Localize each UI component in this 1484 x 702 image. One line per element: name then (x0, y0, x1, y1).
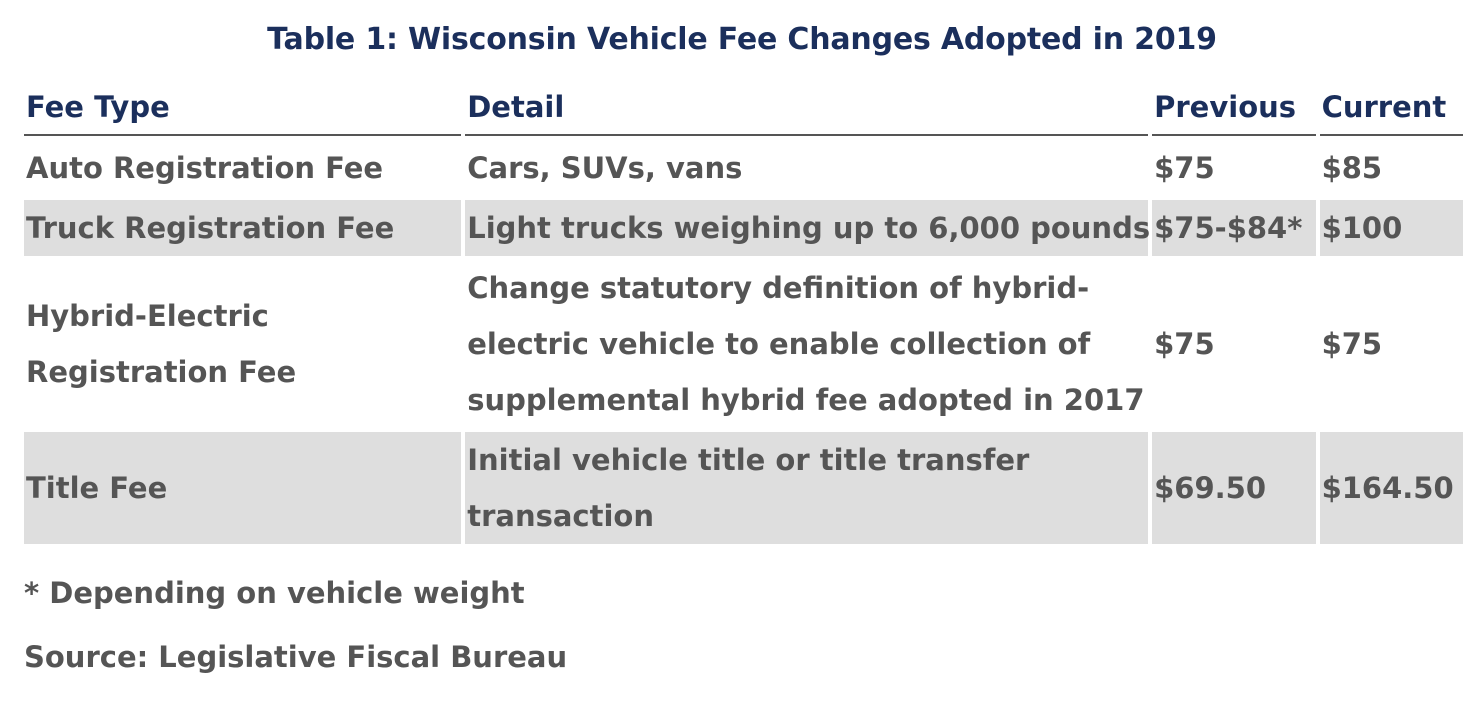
detail-cell: Cars, SUVs, vans (467, 151, 743, 185)
previous-cell: $75-$84* (1152, 200, 1316, 256)
detail-cell: Change statutory definition of hybrid-el… (467, 271, 1145, 417)
table-title: Table 1: Wisconsin Vehicle Fee Changes A… (267, 22, 1217, 57)
fee-table: Fee Type Detail Previous Current Auto Re… (20, 82, 1467, 548)
source-note: Source: Legislative Fiscal Bureau (24, 640, 568, 674)
previous-cell: $69.50 (1152, 432, 1316, 544)
fee-type-cell: Truck Registration Fee (24, 200, 462, 256)
current-cell: $100 (1319, 200, 1463, 256)
fee-type-cell: Hybrid-Electric Registration Fee (26, 299, 297, 389)
table-row: Hybrid-Electric Registration Fee Change … (24, 260, 1463, 428)
header-detail: Detail (465, 86, 1149, 136)
current-cell: $75 (1321, 327, 1383, 361)
previous-cell: $75 (1154, 327, 1215, 361)
header-row: Fee Type Detail Previous Current (24, 86, 1463, 136)
footnote: * Depending on vehicle weight (24, 576, 525, 610)
table-row: Truck Registration Fee Light trucks weig… (24, 200, 1463, 256)
detail-cell: Light trucks weighing up to 6,000 pounds (465, 200, 1150, 256)
header-previous: Previous (1152, 86, 1316, 136)
table-row: Auto Registration Fee Cars, SUVs, vans $… (24, 140, 1463, 196)
current-cell: $164.50 (1319, 432, 1463, 544)
fee-type-cell: Auto Registration Fee (26, 151, 384, 185)
header-current: Current (1319, 86, 1463, 136)
detail-cell: Initial vehicle title or title transfer … (465, 432, 1149, 544)
table-row: Title Fee Initial vehicle title or title… (24, 432, 1463, 544)
previous-cell: $75 (1154, 151, 1215, 185)
current-cell: $85 (1321, 151, 1383, 185)
header-fee-type: Fee Type (24, 86, 462, 136)
fee-type-cell: Title Fee (24, 432, 462, 544)
